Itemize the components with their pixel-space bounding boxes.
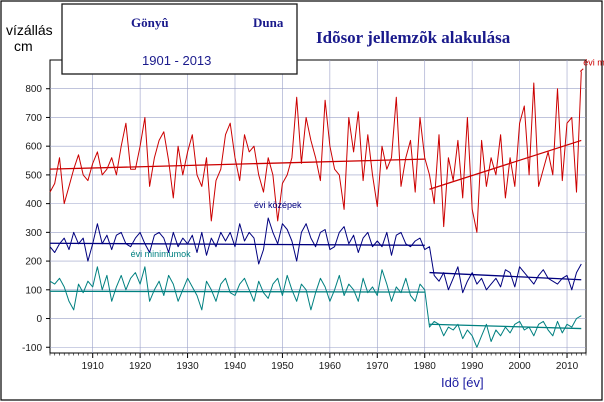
y-axis-label-line1: vízállás (6, 22, 53, 38)
info-box (61, 3, 298, 75)
series-line-1 (49, 71, 582, 233)
x-tick-label: 1920 (129, 361, 152, 372)
series-label-3: évi minimumok (131, 249, 192, 259)
trend-line-3 (49, 290, 425, 293)
period-label: 1901 - 2013 (142, 53, 211, 68)
y-tick-label: 0 (36, 314, 42, 325)
trend-lines (49, 139, 582, 330)
x-axis-label: Idõ [év] (441, 375, 484, 390)
x-tick-label: 1950 (271, 361, 294, 372)
series-label-2: évi középek (254, 200, 302, 210)
series-label-1: évi maximumok (583, 58, 604, 68)
x-tick-label: 1960 (319, 361, 342, 372)
series-labels: évi maximumok évi középek évi minimumok (131, 58, 604, 259)
trend-line-2 (49, 242, 425, 246)
trend-line-1 (49, 158, 425, 170)
series-line-3 (49, 266, 582, 348)
y-axis-label-line2: cm (14, 38, 33, 54)
x-tick-label: 1970 (366, 361, 389, 372)
x-tick-label: 2010 (556, 361, 579, 372)
y-tick-label: 500 (25, 170, 42, 181)
axis-ticks: -100 0 100 200 300 400 500 600 700 800 1910 1920 193… (22, 84, 587, 372)
x-tick-label: 1980 (414, 361, 437, 372)
series-line-2 (49, 217, 582, 294)
x-tick-label: 1990 (461, 361, 484, 372)
plot-area (49, 59, 587, 354)
y-tick-label: 400 (25, 199, 42, 210)
y-tick-label: -100 (22, 343, 42, 354)
x-tick-label: 1930 (176, 361, 199, 372)
trend-line-3 (429, 323, 582, 330)
x-tick-label: 1940 (224, 361, 247, 372)
y-tick-label: 300 (25, 228, 42, 239)
river-name: Duna (253, 15, 284, 30)
series-label-leader (579, 68, 584, 72)
chart-title: Idõsor jellemzõk alakulása (316, 28, 511, 47)
y-tick-label: 200 (25, 257, 42, 268)
y-tick-label: 100 (25, 285, 42, 296)
x-tick-label: 1910 (82, 361, 105, 372)
x-tick-label: 2000 (508, 361, 531, 372)
y-tick-label: 700 (25, 113, 42, 124)
y-tick-label: 600 (25, 142, 42, 153)
series-lines (49, 71, 582, 348)
y-tick-label: 800 (25, 84, 42, 95)
station-name: Gönyû (131, 15, 169, 30)
trend-line-1 (429, 139, 582, 190)
